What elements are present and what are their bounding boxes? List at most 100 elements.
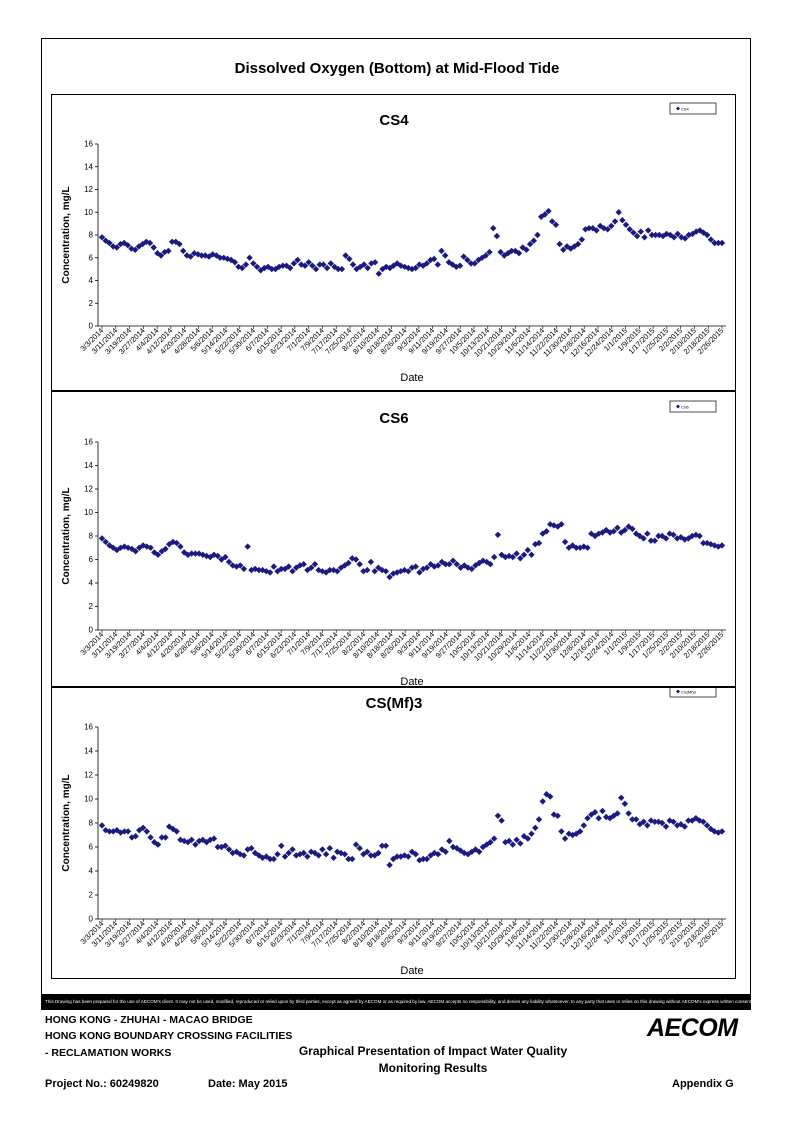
data-point	[120, 239, 128, 247]
data-point	[626, 226, 633, 233]
data-point	[371, 259, 379, 266]
y-tick-label: 0	[89, 322, 94, 331]
data-point	[494, 531, 502, 538]
data-point	[505, 837, 513, 845]
data-point	[644, 822, 651, 829]
data-point	[356, 561, 363, 568]
y-tick-label: 14	[84, 461, 93, 470]
data-point	[285, 563, 292, 570]
data-point	[718, 239, 726, 247]
data-point	[567, 245, 574, 252]
data-point	[311, 849, 319, 857]
data-point	[270, 855, 277, 863]
chart-panel-cs4: CS4 CS4 0 2 4 6 8 10 12 14 16 Concentration, mg/L 3/…	[51, 94, 736, 391]
data-point	[595, 815, 602, 822]
data-point	[382, 842, 390, 849]
legend: CS6	[669, 400, 717, 413]
data-point	[630, 229, 637, 236]
data-point	[655, 532, 662, 540]
y-tick-label: 2	[89, 299, 94, 308]
data-point	[681, 823, 688, 830]
data-point	[205, 253, 213, 260]
data-point	[667, 231, 674, 239]
data-point	[681, 536, 688, 543]
footer-line3: - RECLAMATION WORKS	[45, 1047, 172, 1059]
data-point	[629, 525, 636, 533]
data-point	[187, 253, 194, 260]
data-point	[367, 558, 375, 566]
data-point	[688, 532, 696, 540]
data-point	[250, 260, 257, 267]
data-point	[491, 553, 498, 561]
data-point	[580, 822, 587, 829]
data-point	[715, 239, 722, 247]
data-point	[349, 855, 356, 863]
data-point	[573, 830, 580, 837]
data-point	[662, 535, 670, 542]
data-point	[565, 544, 573, 551]
data-point	[434, 261, 441, 268]
data-point	[467, 260, 475, 267]
data-point	[460, 253, 467, 260]
data-point	[636, 821, 643, 828]
data-point	[301, 262, 309, 269]
footer-appendix: Appendix G	[672, 1078, 734, 1090]
data-point	[352, 556, 360, 563]
y-tick-label: 8	[89, 819, 94, 828]
chart-title: CS(Mf)3	[366, 695, 423, 712]
data-point	[360, 568, 367, 575]
data-point	[636, 532, 643, 540]
data-point	[715, 543, 722, 550]
footer-line1: HONG KONG - ZHUHAI - MACAO BRIDGE	[45, 1014, 253, 1026]
data-point	[478, 254, 486, 261]
y-tick-label: 6	[89, 253, 94, 262]
data-point	[382, 568, 390, 575]
footer-center2: Monitoring Results	[378, 1061, 488, 1075]
data-point	[666, 817, 673, 824]
data-point	[261, 264, 268, 272]
data-point	[715, 829, 722, 836]
legend: CS4	[669, 102, 717, 115]
data-point	[576, 544, 584, 551]
data-point	[287, 264, 294, 272]
data-point	[386, 861, 393, 869]
data-point	[490, 225, 497, 232]
data-point	[305, 259, 312, 266]
data-point	[619, 217, 626, 224]
footer-center1: Graphical Presentation of Impact Water Q…	[298, 1044, 568, 1058]
data-point	[290, 260, 298, 267]
data-point	[608, 222, 615, 230]
data-point	[266, 855, 274, 863]
data-point	[595, 530, 602, 537]
legend: CS(Mf)3	[669, 688, 717, 698]
y-tick-label: 8	[89, 532, 94, 541]
data-point	[390, 855, 397, 863]
data-point	[98, 822, 106, 829]
y-tick-label: 4	[89, 867, 94, 876]
data-point	[711, 239, 718, 247]
data-point	[632, 816, 640, 823]
data-point	[442, 252, 449, 259]
data-point	[560, 246, 567, 253]
data-point	[143, 828, 150, 835]
data-point	[597, 222, 604, 230]
y-axis-label: Concentration, mg/L	[61, 487, 72, 584]
data-point	[622, 221, 630, 228]
chart-title: CS6	[379, 410, 408, 427]
data-point	[552, 221, 560, 228]
footer-line2: HONG KONG BOUNDARY CROSSING FACILITIES	[45, 1030, 293, 1042]
data-point	[312, 265, 320, 273]
legend-box	[669, 688, 717, 698]
data-point	[618, 794, 625, 801]
y-tick-label: 0	[89, 626, 94, 635]
chart-panel-cs6: CS6 CS6 0 2 4 6 8 10 12 14 16 Concentration, mg/L 3/…	[51, 391, 736, 688]
disclaimer-bar: This Drawing has been prepared for the u…	[41, 994, 751, 1010]
data-point	[285, 849, 292, 857]
data-point	[589, 225, 596, 232]
y-tick-label: 12	[84, 485, 93, 494]
data-point	[386, 264, 394, 272]
data-point	[162, 834, 169, 841]
data-point	[345, 855, 352, 863]
data-point	[98, 234, 106, 241]
